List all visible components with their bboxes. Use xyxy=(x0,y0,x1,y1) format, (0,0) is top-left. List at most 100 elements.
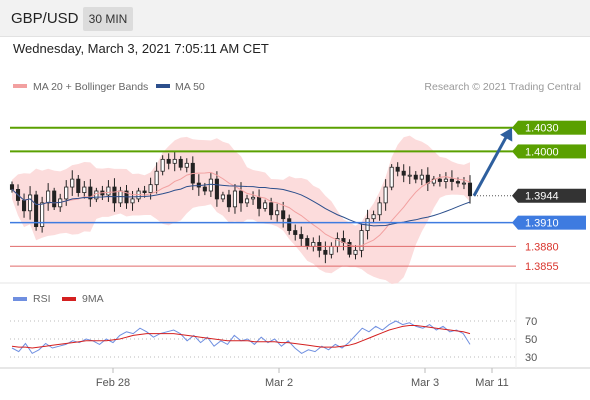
candle-body xyxy=(377,202,382,216)
candle-body xyxy=(46,190,51,204)
candlesticks xyxy=(9,151,473,264)
candle-body xyxy=(76,178,81,193)
candle-body xyxy=(34,194,39,228)
candle-body xyxy=(371,214,376,220)
candle-body xyxy=(419,174,424,180)
candle-body xyxy=(401,170,406,176)
rsi-tick-label: 70 xyxy=(525,316,537,328)
candle-body xyxy=(287,218,292,231)
candle-body xyxy=(251,196,256,200)
candle-body xyxy=(184,162,189,168)
level-label-box xyxy=(518,215,586,230)
candle-body xyxy=(214,178,219,200)
candle-body xyxy=(275,210,280,216)
level-label-box xyxy=(518,120,586,135)
candle-body xyxy=(202,186,207,192)
candle-body xyxy=(353,249,358,255)
candle-body xyxy=(166,158,171,164)
ma20-legend-label: MA 20 + Bollinger Bands xyxy=(33,81,148,93)
candle-body xyxy=(106,186,111,196)
level-label-box xyxy=(518,144,586,159)
candle-body xyxy=(112,186,117,204)
candle-body xyxy=(449,178,454,182)
moving-averages xyxy=(11,171,471,247)
rsi-line xyxy=(11,320,471,355)
rsi-tick-label: 30 xyxy=(525,352,537,364)
rsi-pane: 70 50 30 xyxy=(10,316,537,364)
candle-body xyxy=(28,194,33,212)
candle-body xyxy=(281,210,286,220)
time-label: Mar 3 xyxy=(411,377,439,389)
candle-body xyxy=(383,186,388,204)
candle-body xyxy=(160,158,165,172)
candle-body xyxy=(64,186,69,200)
price-levels: 1.4030 1.4000 1.3944 1.3910 1.3880 1.3855 xyxy=(10,120,586,273)
level-label: 1.4030 xyxy=(525,123,559,135)
ma9-legend-label: 9MA xyxy=(82,293,104,305)
time-axis: Feb 28 Mar 2 Mar 3 Mar 11 xyxy=(96,368,509,389)
candle-body xyxy=(142,190,147,193)
candle-body xyxy=(461,182,467,185)
level-label-pointer xyxy=(512,215,518,230)
candle-body xyxy=(293,230,298,235)
candle-body xyxy=(208,178,213,192)
candle-body xyxy=(154,170,159,186)
candle-body xyxy=(226,194,231,208)
timeframe-button[interactable]: 30 MIN xyxy=(83,7,133,31)
candle-body xyxy=(269,202,274,216)
candle-body xyxy=(359,230,364,251)
rsi-legend-swatch xyxy=(13,297,27,301)
candle-body xyxy=(437,178,442,182)
candle-body xyxy=(232,190,238,208)
ma20-line xyxy=(11,171,471,247)
candle-body xyxy=(130,198,135,204)
level-label-pointer xyxy=(512,120,518,135)
candle-body xyxy=(82,186,87,193)
candle-body xyxy=(178,158,183,168)
rsi-legend-label: RSI xyxy=(33,293,51,305)
candle-body xyxy=(329,245,334,255)
candle-body xyxy=(22,200,27,212)
level-label-pointer xyxy=(512,144,518,159)
candle-body xyxy=(238,190,244,204)
rsi-tick-label: 50 xyxy=(525,334,537,346)
level-label-pointer xyxy=(512,188,518,203)
candle-body xyxy=(9,184,15,190)
candle-body xyxy=(244,198,250,204)
candle-body xyxy=(467,182,473,197)
candle-body xyxy=(407,174,412,177)
projection-arrowhead xyxy=(500,127,513,142)
ma20-legend-swatch xyxy=(13,84,27,88)
time-label: Mar 2 xyxy=(265,377,293,389)
candle-body xyxy=(263,202,268,209)
candle-body xyxy=(455,181,460,184)
price-chart: MA 20 + Bollinger Bands MA 50 Research ©… xyxy=(0,81,590,389)
candle-body xyxy=(389,166,394,188)
projection-arrow xyxy=(472,127,513,197)
candle-body xyxy=(148,184,153,193)
candle-body xyxy=(347,242,352,255)
candle-body xyxy=(395,166,400,172)
timestamp: Wednesday, March 3, 2021 7:05:11 AM CET xyxy=(13,41,269,56)
candle-body xyxy=(40,202,45,228)
ma50-legend-label: MA 50 xyxy=(175,81,205,93)
candle-body xyxy=(323,249,328,255)
candle-body xyxy=(52,190,57,208)
rsi-ma9-line xyxy=(11,325,471,349)
level-label: 1.3910 xyxy=(525,218,559,230)
candle-body xyxy=(311,242,316,247)
level-label-box xyxy=(518,188,586,203)
candle-body xyxy=(220,194,225,200)
ma50-line xyxy=(11,183,471,227)
top-bar: GBP/USD 30 MIN xyxy=(0,0,590,37)
candle-body xyxy=(305,238,310,247)
level-label: 1.3855 xyxy=(525,261,559,273)
candle-body xyxy=(413,174,418,180)
level-label: 1.3944 xyxy=(525,191,559,203)
ma9-legend-swatch xyxy=(62,297,76,301)
symbol-title: GBP/USD xyxy=(11,10,79,27)
projection-line xyxy=(472,132,510,197)
candle-body xyxy=(172,158,177,164)
time-label: Mar 11 xyxy=(475,377,508,389)
candle-body xyxy=(257,196,262,209)
